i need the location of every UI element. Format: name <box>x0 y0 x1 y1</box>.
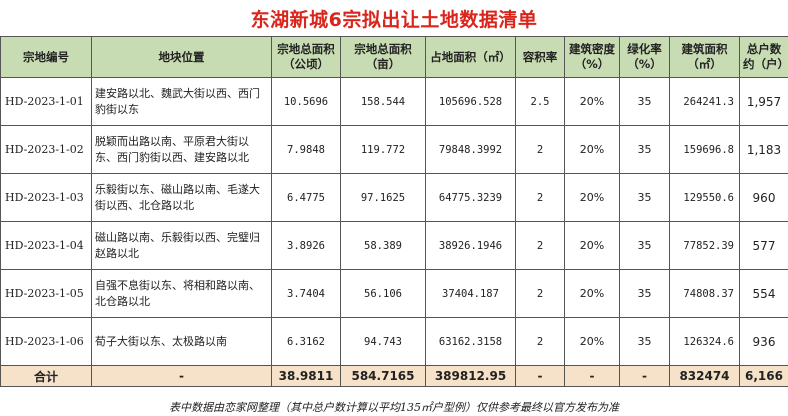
header-cell: 宗地总面积（公顷） <box>271 36 341 78</box>
floor-area: 129550.6 <box>669 173 740 222</box>
total-floor-area: 832474 <box>669 365 740 387</box>
site-area: 64775.3239 <box>425 173 516 222</box>
site-area: 63162.3158 <box>425 317 516 366</box>
land-data-table: 宗地编号 地块位置 宗地总面积（公顷） 宗地总面积（亩） 占地面积（㎡） 容积率… <box>0 36 788 387</box>
area-hectare: 3.7404 <box>271 269 341 318</box>
building-density: 20% <box>564 221 620 270</box>
area-mu: 119.772 <box>340 125 426 174</box>
parcel-code: HD-2023-1-01 <box>0 77 92 126</box>
floor-area: 77852.39 <box>669 221 740 270</box>
parcel-location: 脱颖而出路以南、平原君大街以东、西门豹街以西、建安路以北 <box>91 125 272 174</box>
table-row: HD-2023-1-05 自强不息街以东、将相和路以南、北仓路以北 3.7404… <box>0 269 788 318</box>
households: 960 <box>739 173 788 222</box>
area-mu: 94.743 <box>340 317 426 366</box>
total-label: 合计 <box>0 365 92 387</box>
total-area-mu: 584.7165 <box>340 365 426 387</box>
header-cell: 建筑密度（%） <box>564 36 620 78</box>
green-rate: 35 <box>619 221 670 270</box>
area-hectare: 7.9848 <box>271 125 341 174</box>
total-households: 6,166 <box>739 365 788 387</box>
floor-area: 126324.6 <box>669 317 740 366</box>
building-density: 20% <box>564 173 620 222</box>
parcel-code: HD-2023-1-06 <box>0 317 92 366</box>
table-header-row: 宗地编号 地块位置 宗地总面积（公顷） 宗地总面积（亩） 占地面积（㎡） 容积率… <box>0 36 788 78</box>
page-title: 东湖新城6宗拟出让土地数据清单 <box>250 8 538 31</box>
header-cell: 地块位置 <box>91 36 272 78</box>
green-rate: 35 <box>619 125 670 174</box>
parcel-code: HD-2023-1-02 <box>0 125 92 174</box>
table-row: HD-2023-1-02 脱颖而出路以南、平原君大街以东、西门豹街以西、建安路以… <box>0 125 788 174</box>
header-cell: 占地面积（㎡） <box>425 36 516 78</box>
parcel-location: 建安路以北、魏武大街以西、西门豹街以东 <box>91 77 272 126</box>
total-density: - <box>564 365 620 387</box>
header-cell: 容积率 <box>515 36 565 78</box>
total-area-hectare: 38.9811 <box>271 365 341 387</box>
total-site-area: 389812.95 <box>425 365 516 387</box>
plot-ratio: 2 <box>515 221 565 270</box>
parcel-code: HD-2023-1-03 <box>0 173 92 222</box>
parcel-location: 乐毅街以东、磁山路以南、毛遂大街以西、北仓路以北 <box>91 173 272 222</box>
site-area: 105696.528 <box>425 77 516 126</box>
total-location: - <box>91 365 272 387</box>
building-density: 20% <box>564 317 620 366</box>
green-rate: 35 <box>619 269 670 318</box>
floor-area: 264241.3 <box>669 77 740 126</box>
green-rate: 35 <box>619 77 670 126</box>
header-cell: 宗地编号 <box>0 36 92 78</box>
parcel-location: 磁山路以南、乐毅街以西、完璧归赵路以北 <box>91 221 272 270</box>
parcel-code: HD-2023-1-04 <box>0 221 92 270</box>
floor-area: 74808.37 <box>669 269 740 318</box>
area-hectare: 6.4775 <box>271 173 341 222</box>
floor-area: 159696.8 <box>669 125 740 174</box>
site-area: 37404.187 <box>425 269 516 318</box>
table-row: HD-2023-1-06 荀子大街以东、太极路以南 6.3162 94.743 … <box>0 317 788 366</box>
households: 936 <box>739 317 788 366</box>
site-area: 38926.1946 <box>425 221 516 270</box>
plot-ratio: 2.5 <box>515 77 565 126</box>
parcel-location: 荀子大街以东、太极路以南 <box>91 317 272 366</box>
header-cell: 总户数约（户） <box>739 36 788 78</box>
table-row: HD-2023-1-01 建安路以北、魏武大街以西、西门豹街以东 10.5696… <box>0 77 788 126</box>
area-mu: 58.389 <box>340 221 426 270</box>
green-rate: 35 <box>619 317 670 366</box>
households: 1,957 <box>739 77 788 126</box>
plot-ratio: 2 <box>515 317 565 366</box>
green-rate: 35 <box>619 173 670 222</box>
total-row: 合计 - 38.9811 584.7165 389812.95 - - - 83… <box>0 365 788 387</box>
plot-ratio: 2 <box>515 269 565 318</box>
total-green-rate: - <box>619 365 670 387</box>
households: 1,183 <box>739 125 788 174</box>
building-density: 20% <box>564 125 620 174</box>
parcel-location: 自强不息街以东、将相和路以南、北仓路以北 <box>91 269 272 318</box>
households: 554 <box>739 269 788 318</box>
area-mu: 158.544 <box>340 77 426 126</box>
header-cell: 建筑面积（㎡） <box>669 36 740 78</box>
parcel-code: HD-2023-1-05 <box>0 269 92 318</box>
table-row: HD-2023-1-04 磁山路以南、乐毅街以西、完璧归赵路以北 3.8926 … <box>0 221 788 270</box>
plot-ratio: 2 <box>515 125 565 174</box>
total-plot-ratio: - <box>515 365 565 387</box>
header-cell: 宗地总面积（亩） <box>340 36 426 78</box>
site-area: 79848.3992 <box>425 125 516 174</box>
plot-ratio: 2 <box>515 173 565 222</box>
area-hectare: 10.5696 <box>271 77 341 126</box>
table-row: HD-2023-1-03 乐毅街以东、磁山路以南、毛遂大街以西、北仓路以北 6.… <box>0 173 788 222</box>
households: 577 <box>739 221 788 270</box>
building-density: 20% <box>564 77 620 126</box>
area-hectare: 6.3162 <box>271 317 341 366</box>
footer-note: 表中数据由恋家网整理（其中总户数计算以平均135㎡户型例）仅供参考最终以官方发布… <box>169 401 619 414</box>
area-mu: 97.1625 <box>340 173 426 222</box>
area-mu: 56.106 <box>340 269 426 318</box>
header-cell: 绿化率（%） <box>619 36 670 78</box>
area-hectare: 3.8926 <box>271 221 341 270</box>
building-density: 20% <box>564 269 620 318</box>
